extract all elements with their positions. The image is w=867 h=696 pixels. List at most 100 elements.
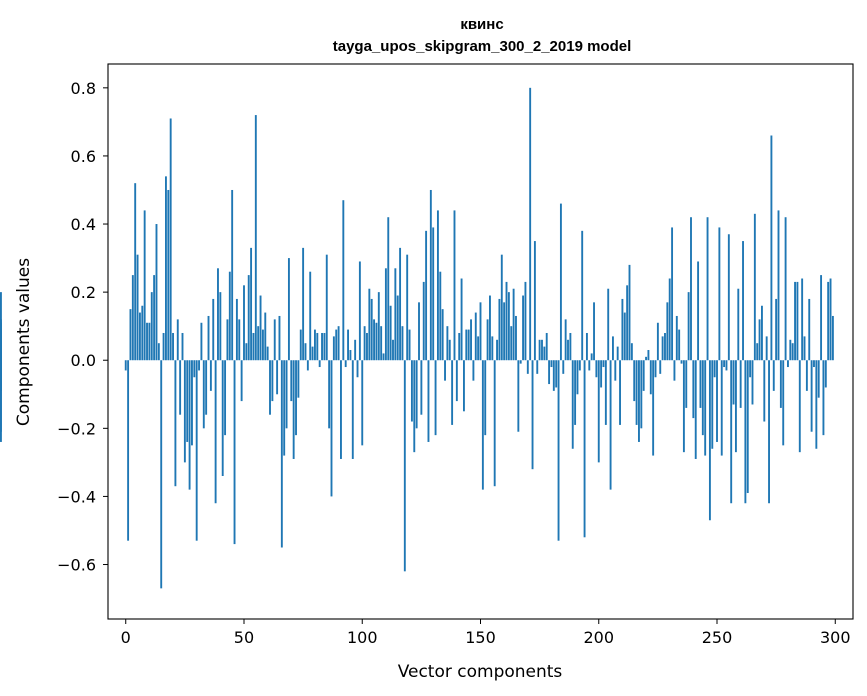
bar xyxy=(238,319,241,361)
bar xyxy=(257,326,260,361)
bar xyxy=(377,292,380,361)
bar xyxy=(789,339,792,361)
bar xyxy=(193,360,196,378)
bar xyxy=(472,360,475,381)
bar xyxy=(507,292,510,361)
bar xyxy=(753,213,756,361)
bar xyxy=(557,360,560,541)
bar xyxy=(335,329,338,361)
bar xyxy=(323,332,326,361)
bar xyxy=(162,332,165,361)
bar xyxy=(219,292,222,361)
bar xyxy=(827,281,830,361)
bar xyxy=(429,189,432,361)
bar xyxy=(148,322,151,361)
bar xyxy=(444,360,446,381)
bar xyxy=(354,339,357,361)
bar xyxy=(465,329,468,361)
bar xyxy=(0,360,2,442)
bar xyxy=(382,353,385,361)
bar xyxy=(413,360,416,453)
bar xyxy=(283,360,286,456)
bar xyxy=(172,332,174,361)
bar xyxy=(798,360,801,453)
bar xyxy=(290,360,293,402)
bar xyxy=(746,360,749,494)
bar xyxy=(427,360,430,442)
bar xyxy=(124,360,127,371)
bar xyxy=(384,268,387,361)
bar xyxy=(493,360,496,487)
bar xyxy=(373,319,376,361)
bar xyxy=(486,319,489,361)
bar xyxy=(273,319,276,361)
y-axis-ticks: −0.6 −0.4 −0.2 0.0 0.2 0.4 0.6 0.8 xyxy=(57,79,108,575)
bar xyxy=(143,210,146,361)
bar xyxy=(739,360,742,408)
bar xyxy=(366,332,368,361)
bar xyxy=(734,360,737,453)
bar xyxy=(623,312,626,361)
bar xyxy=(562,360,565,374)
bar xyxy=(791,343,794,361)
bar xyxy=(276,360,279,395)
bar xyxy=(782,360,785,446)
bar xyxy=(250,247,253,361)
bar xyxy=(574,360,577,425)
bar xyxy=(808,298,811,361)
bar xyxy=(524,281,527,361)
x-tick-label: 0 xyxy=(121,628,131,647)
bar xyxy=(522,295,525,361)
bar xyxy=(652,360,655,456)
bar xyxy=(642,360,645,391)
bar xyxy=(720,360,723,456)
bar xyxy=(321,332,323,361)
bar xyxy=(299,329,302,361)
bar xyxy=(375,322,378,361)
bar xyxy=(583,360,586,538)
bar xyxy=(626,285,629,361)
bar xyxy=(628,264,631,361)
bar xyxy=(356,360,359,378)
bar xyxy=(697,261,700,361)
bar xyxy=(630,343,633,361)
bar xyxy=(541,339,543,361)
bar xyxy=(749,360,752,378)
bar xyxy=(675,315,678,361)
bar xyxy=(240,360,243,402)
bar xyxy=(396,295,399,361)
bar xyxy=(569,332,572,361)
bar xyxy=(285,360,288,429)
bar xyxy=(727,234,730,361)
bar xyxy=(231,189,234,361)
bar xyxy=(306,360,309,371)
bar xyxy=(195,360,198,541)
bar xyxy=(228,271,231,361)
bar xyxy=(330,360,333,497)
bar xyxy=(725,360,728,371)
bar xyxy=(829,278,832,361)
bar xyxy=(347,329,349,361)
x-tick-label: 50 xyxy=(234,628,254,647)
bar xyxy=(619,360,621,425)
bar xyxy=(183,360,186,463)
bar xyxy=(198,360,200,371)
bar xyxy=(174,360,177,487)
bar xyxy=(805,360,808,391)
bar xyxy=(392,339,394,361)
bar xyxy=(363,326,366,361)
bar xyxy=(325,254,328,361)
bar xyxy=(694,360,697,459)
bar xyxy=(564,319,567,361)
bar xyxy=(280,360,283,548)
bar xyxy=(737,288,740,361)
bar xyxy=(200,322,203,361)
bar xyxy=(349,350,352,361)
bar xyxy=(510,326,513,361)
bar xyxy=(794,281,796,361)
bar xyxy=(512,288,515,361)
bar xyxy=(817,360,820,398)
bar xyxy=(297,360,300,398)
bar xyxy=(784,217,787,361)
